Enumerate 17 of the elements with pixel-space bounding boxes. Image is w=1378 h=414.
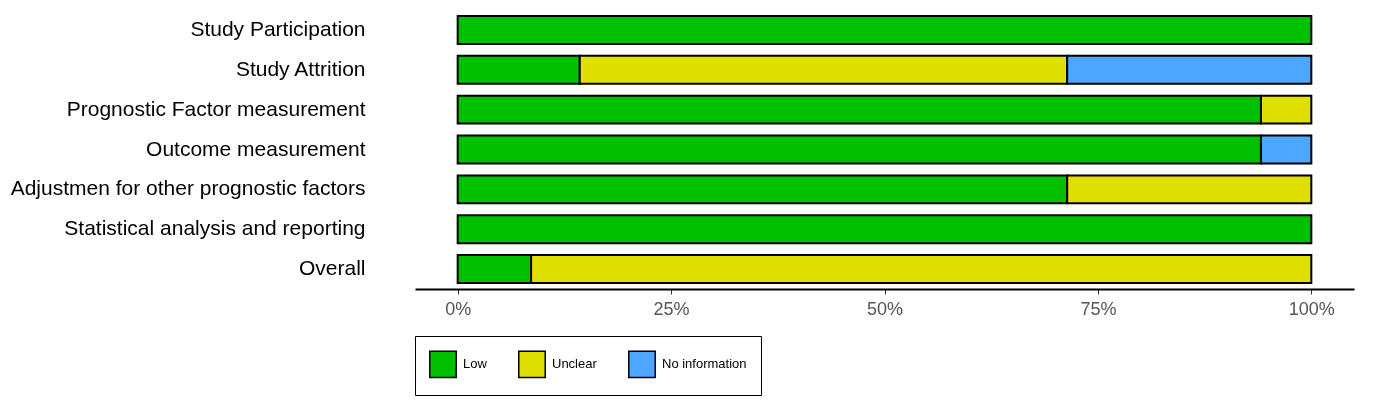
bar — [456, 14, 1313, 45]
x-tick-label: 75% — [1080, 298, 1117, 319]
x-tick-label: 100% — [1288, 298, 1335, 319]
y-tick-label: Study Attrition — [235, 56, 366, 80]
y-tick-label: Outcome measurement — [146, 136, 366, 160]
x-tick-label: 25% — [653, 298, 690, 319]
x-tick-label: 0% — [445, 298, 472, 319]
legend-label: Low — [463, 356, 488, 372]
bar — [456, 214, 1313, 245]
legend-label: Unclear — [552, 356, 598, 372]
x-tick-label: 50% — [866, 298, 904, 319]
legend-label: No information — [662, 356, 747, 372]
y-tick-label: Adjustmen for other prognostic factors — [10, 176, 366, 200]
y-tick-label: Overall — [298, 256, 366, 280]
y-tick-label: Prognostic Factor measurement — [66, 96, 366, 120]
y-tick-label: Study Participation — [190, 16, 366, 40]
y-tick-label: Statistical analysis and reporting — [64, 216, 366, 240]
